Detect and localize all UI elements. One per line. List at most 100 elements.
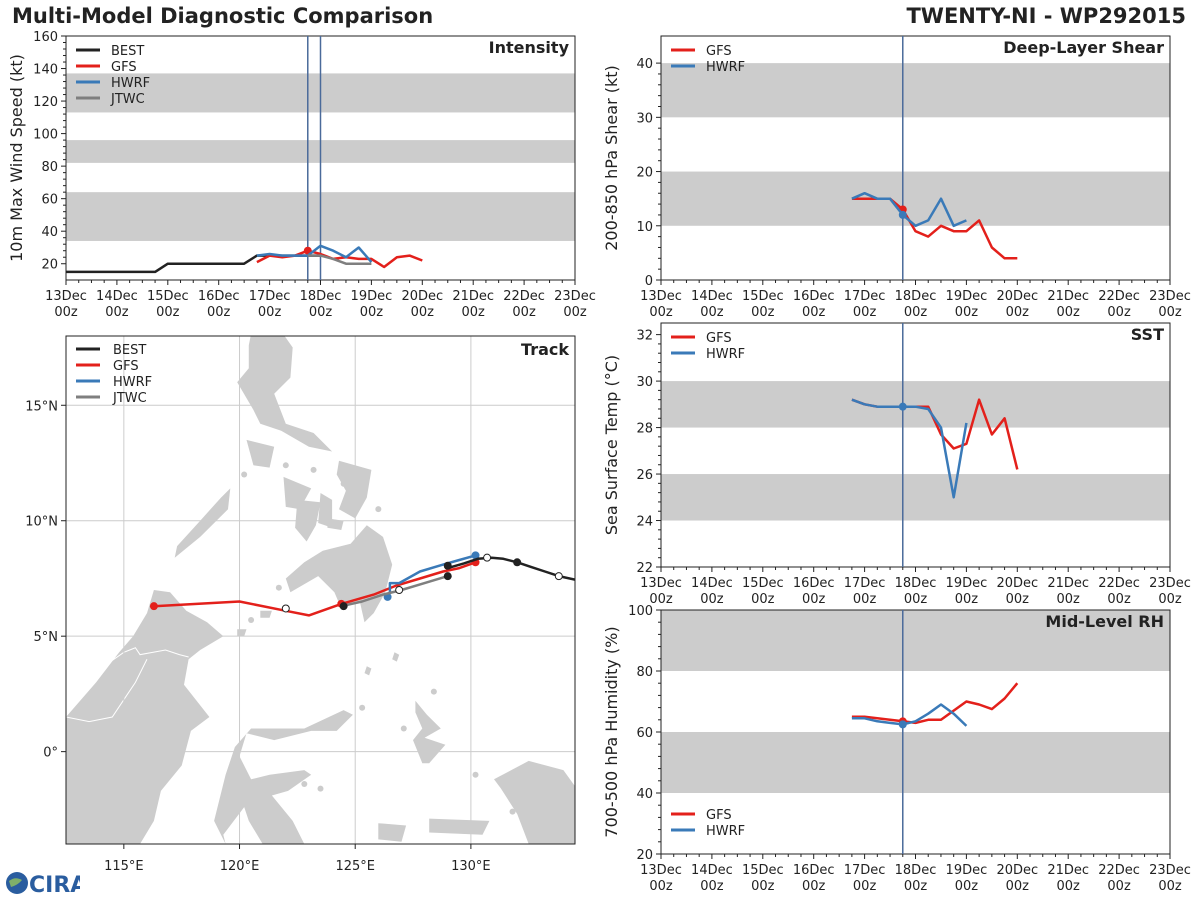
land-mass <box>392 652 400 662</box>
storm-id: TWENTY-NI - WP292015 <box>906 4 1186 28</box>
rh-xtick-label: 00z <box>1107 879 1131 894</box>
rh-ytick-label: 80 <box>636 665 653 680</box>
island <box>340 480 347 487</box>
rh-ytick-label: 100 <box>628 604 653 619</box>
sst-title: SST <box>1131 325 1164 344</box>
intensity-title: Intensity <box>489 38 570 57</box>
island <box>359 704 366 711</box>
intensity-xtick-label: 00z <box>258 305 282 320</box>
track-title: Track <box>521 340 569 359</box>
sst-xtick-label: 18Dec <box>895 576 937 591</box>
intensity-xtick-label: 18Dec <box>300 289 342 304</box>
intensity-legend-label-jtwc: JTWC <box>110 92 145 107</box>
rh-xtick-label: 00z <box>904 879 928 894</box>
intensity-ytick-label: 160 <box>33 30 58 45</box>
intensity-xtick-label: 00z <box>54 305 78 320</box>
shear-xtick-label: 17Dec <box>844 289 886 304</box>
sst-xtick-label: 00z <box>1057 592 1081 607</box>
shear-xtick-label: 16Dec <box>793 289 835 304</box>
cira-logo: CIRA <box>6 872 80 898</box>
shear-xtick-label: 15Dec <box>742 289 784 304</box>
shear-xtick-label: 21Dec <box>1047 289 1089 304</box>
rh-xtick-label: 22Dec <box>1098 863 1140 878</box>
shear-xtick-label: 00z <box>955 305 979 320</box>
rh-ytick-label: 20 <box>636 848 653 863</box>
rh-ytick-label: 40 <box>636 787 653 802</box>
intensity-xtick-label: 00z <box>411 305 435 320</box>
intensity-xtick-label: 22Dec <box>503 289 545 304</box>
sst-xtick-label: 00z <box>751 592 775 607</box>
sst-xtick-label: 00z <box>649 592 673 607</box>
intensity-series-jtwc <box>307 254 372 265</box>
intensity-ytick-label: 100 <box>33 128 58 143</box>
shear-xtick-label: 00z <box>1006 305 1030 320</box>
sst-series-hwrf <box>851 398 968 499</box>
rh-xtick-label: 19Dec <box>946 863 988 878</box>
sst-ytick-label: 24 <box>636 515 653 530</box>
intensity-xtick-label: 00z <box>207 305 231 320</box>
sst-xtick-label: 00z <box>955 592 979 607</box>
sst-ytick-label: 22 <box>636 561 653 576</box>
track-legend-label-gfs: GFS <box>113 359 139 374</box>
rh-legend-label-gfs: GFS <box>706 808 732 823</box>
track-xtick-label: 120°E <box>220 859 260 874</box>
sst-ytick-label: 30 <box>636 375 653 390</box>
land-mass <box>413 700 446 764</box>
sst-xtick-label: 15Dec <box>742 576 784 591</box>
intensity-ytick-label: 120 <box>33 95 58 110</box>
land-mass <box>283 476 312 510</box>
rh-ylabel: 700-500 hPa Humidity (%) <box>602 626 621 837</box>
intensity-ytick-label: 140 <box>33 63 58 78</box>
rh-xtick-label: 20Dec <box>996 863 1038 878</box>
sst-xtick-label: 17Dec <box>844 576 886 591</box>
track-xtick-label: 125°E <box>335 859 375 874</box>
panel-intensity: 2040608010012014016013Dec00z14Dec00z15De… <box>7 30 596 320</box>
sst-xtick-label: 00z <box>802 592 826 607</box>
sst-xtick-label: 16Dec <box>793 576 835 591</box>
island <box>282 462 289 469</box>
sst-xtick-label: 00z <box>700 592 724 607</box>
track-ytick-label: 15°N <box>25 399 58 414</box>
sst-xtick-label: 22Dec <box>1098 576 1140 591</box>
track-hwrf <box>388 554 476 593</box>
intensity-xtick-label: 21Dec <box>452 289 494 304</box>
rh-xtick-label: 16Dec <box>793 863 835 878</box>
sst-xtick-label: 21Dec <box>1047 576 1089 591</box>
sst-xtick-label: 23Dec <box>1149 576 1191 591</box>
track-marker-jtwc <box>443 572 452 581</box>
shear-xtick-label: 20Dec <box>996 289 1038 304</box>
intensity-series-hwrf <box>256 244 373 263</box>
shear-band-1 <box>661 63 1170 118</box>
rh-legend-label-hwrf: HWRF <box>706 824 745 839</box>
track-best <box>447 556 575 581</box>
land-mass <box>66 590 224 844</box>
intensity-xtick-label: 00z <box>360 305 384 320</box>
shear-legend-label-hwrf: HWRF <box>706 60 745 75</box>
intensity-xtick-label: 17Dec <box>249 289 291 304</box>
sst-xtick-label: 19Dec <box>946 576 988 591</box>
panel-shear: 01020304013Dec00z14Dec00z15Dec00z16Dec00… <box>602 35 1191 320</box>
rh-xtick-label: 15Dec <box>742 863 784 878</box>
track-marker-hwrf <box>471 551 480 560</box>
rh-band-1 <box>661 610 1170 671</box>
shear-xtick-label: 00z <box>904 305 928 320</box>
shear-xtick-label: 00z <box>751 305 775 320</box>
panel-sst: 22242628303213Dec00z14Dec00z15Dec00z16De… <box>602 322 1191 607</box>
intensity-xtick-label: 20Dec <box>401 289 443 304</box>
rh-xtick-label: 17Dec <box>844 863 886 878</box>
shear-xtick-label: 00z <box>649 305 673 320</box>
track-legend-label-best: BEST <box>113 343 146 358</box>
rh-xtick-label: 23Dec <box>1149 863 1191 878</box>
shear-ytick-label: 10 <box>636 220 653 235</box>
intensity-xtick-label: 00z <box>309 305 333 320</box>
land-mass <box>327 518 344 530</box>
sst-xtick-label: 13Dec <box>640 576 682 591</box>
sst-xtick-label: 00z <box>1158 592 1182 607</box>
shear-ytick-label: 20 <box>636 166 653 181</box>
rh-marker-hwrf <box>898 720 907 729</box>
intensity-xtick-label: 14Dec <box>96 289 138 304</box>
sst-legend-label-hwrf: HWRF <box>706 347 745 362</box>
land-mass <box>336 460 372 519</box>
intensity-xtick-label: 16Dec <box>198 289 240 304</box>
track-legend-label-jtwc: JTWC <box>112 391 147 406</box>
